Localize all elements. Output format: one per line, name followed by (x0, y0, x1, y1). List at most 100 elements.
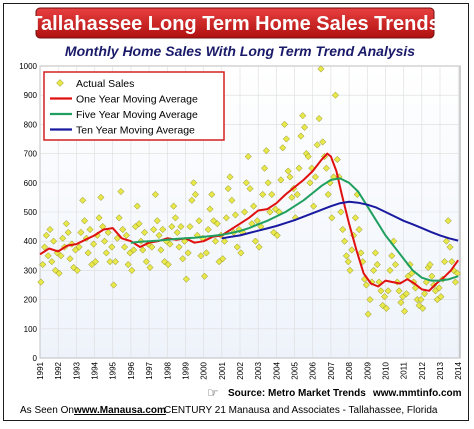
actual-sales-point (164, 261, 172, 269)
actual-sales-point (142, 258, 150, 266)
x-tick-label: 1992 (54, 361, 63, 379)
y-tick-label: 700 (24, 150, 38, 159)
x-tick-label: 2002 (236, 361, 245, 379)
chart-title: Tallahassee Long Term Home Sales Trends (30, 13, 439, 35)
actual-sales-point (204, 225, 212, 234)
actual-sales-point (420, 290, 429, 298)
actual-sales-point (139, 246, 147, 254)
actual-sales-point (135, 220, 143, 228)
actual-sales-point (80, 217, 89, 225)
actual-sales-point (200, 272, 209, 280)
actual-sales-point (386, 266, 394, 274)
actual-sales-point (444, 217, 452, 225)
actual-sales-point (437, 293, 445, 301)
x-tick-label: 2004 (272, 361, 281, 379)
x-tick-label: 2006 (309, 361, 318, 379)
actual-sales-point (130, 246, 138, 254)
actual-sales-point (384, 287, 392, 295)
actual-sales-point (324, 190, 332, 199)
actual-sales-point (299, 112, 307, 120)
actual-sales-point (266, 208, 274, 216)
actual-sales-point (364, 310, 372, 318)
actual-sales-point (400, 307, 409, 315)
legend-box (43, 71, 225, 141)
actual-sales-point (44, 252, 52, 260)
actual-sales-point (97, 193, 105, 201)
actual-sales-point (190, 179, 198, 187)
x-tick-label: 2005 (291, 361, 300, 379)
actual-sales-point (282, 135, 290, 143)
actual-sales-point (113, 234, 121, 242)
actual-sales-point (244, 152, 252, 161)
actual-sales-point (46, 225, 54, 234)
actual-sales-point (288, 193, 296, 201)
actual-sales-point (184, 249, 192, 257)
chart-frame: Tallahassee Long Term Home Sales Trends … (3, 3, 469, 421)
actual-sales-point (279, 144, 287, 152)
title-bar (35, 7, 435, 39)
x-tick-label: 2007 (327, 361, 336, 379)
actual-sales-point (348, 246, 356, 254)
actual-sales-point (37, 278, 45, 286)
actual-sales-point (342, 252, 350, 260)
actual-sales-point (100, 237, 109, 245)
actual-sales-point (157, 246, 165, 254)
actual-sales-point (268, 190, 276, 199)
y-tick-label: 400 (24, 237, 38, 246)
actual-sales-point (159, 225, 167, 234)
y-axis: 0 100 200 300 400 500 600 700 800 900 1000 (19, 62, 37, 363)
actual-sales-point (328, 214, 336, 222)
actual-sales-point (380, 293, 389, 301)
actual-sales-point (446, 243, 454, 251)
actual-sales-point (79, 196, 87, 204)
actual-sales-point (240, 208, 249, 216)
actual-sales-point (124, 261, 132, 269)
footer-site-link[interactable]: www.Manausa.com (73, 405, 166, 416)
actual-sales-point (370, 266, 378, 274)
actual-sales-point (382, 304, 390, 312)
actual-sales-point (331, 91, 340, 99)
actual-sales-point (117, 188, 125, 196)
actual-sales-point (260, 164, 269, 172)
chart-svg: Tallahassee Long Term Home Sales Trends … (19, 7, 463, 416)
actual-sales-point (228, 196, 236, 204)
actual-sales-point (90, 240, 98, 248)
actual-sales-point (231, 211, 240, 219)
actual-sales-point (140, 228, 149, 236)
actual-sales-point (339, 225, 347, 234)
actual-sales-point (371, 249, 380, 257)
actual-sales-point (171, 214, 180, 222)
actual-sales-point (222, 214, 230, 222)
legend-one-year: One Year Moving Average (76, 94, 198, 106)
x-tick-label: 2008 (345, 361, 354, 379)
actual-sales-point (315, 115, 323, 123)
legend-five-year: Five Year Moving Average (76, 109, 198, 121)
x-tick-label: 1996 (127, 361, 136, 379)
actual-sales-point (451, 278, 460, 286)
actual-sales-point (122, 231, 130, 239)
actual-sales-point (146, 263, 154, 272)
source-url: www.mmtinfo.com (372, 388, 462, 399)
x-tick-label: 1994 (91, 361, 100, 379)
actual-sales-point (419, 304, 427, 312)
actual-sales-point (317, 65, 325, 73)
actual-sales-point (95, 214, 103, 222)
actual-sales-point (415, 301, 423, 309)
one-year-average-line (39, 152, 460, 292)
actual-sales-point (62, 220, 70, 228)
footer-suffix: CENTURY 21 Manausa and Associates - Tall… (164, 405, 438, 416)
actual-sales-point (255, 243, 263, 251)
actual-sales-point (197, 252, 205, 260)
moving-average-lines (39, 152, 460, 292)
actual-sales-point (91, 258, 100, 266)
actual-sales-point (59, 234, 67, 242)
actual-sales-point (64, 228, 72, 236)
actual-sales-point (262, 147, 270, 155)
actual-sales-point (173, 228, 181, 236)
y-tick-label: 900 (24, 91, 38, 100)
actual-sales-point (297, 132, 305, 140)
legend: Actual Sales One Year Moving Average Five … (43, 71, 225, 141)
actual-sales-point (219, 255, 227, 263)
actual-sales-point (57, 252, 65, 260)
actual-sales-point (226, 173, 234, 181)
